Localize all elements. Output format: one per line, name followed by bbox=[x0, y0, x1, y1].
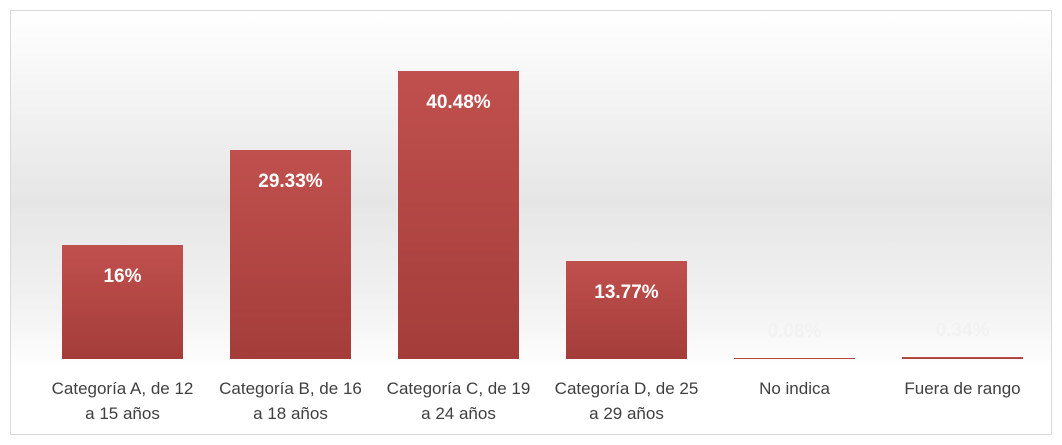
bar bbox=[902, 356, 1023, 359]
value-label: 40.48% bbox=[426, 92, 491, 114]
x-tick-label: Fuera de rango bbox=[904, 379, 1021, 398]
chart-area bbox=[10, 10, 1052, 435]
x-tick-label: Categoría D, de 25 a 29 años bbox=[554, 379, 699, 423]
value-label: 0.08% bbox=[767, 321, 822, 343]
x-tick-label: Categoría C, de 19 a 24 años bbox=[386, 379, 531, 423]
bar bbox=[398, 71, 519, 359]
x-tick-label: Categoría B, de 16 a 18 años bbox=[219, 379, 362, 423]
bar bbox=[734, 358, 855, 360]
value-label: 16% bbox=[103, 266, 142, 288]
x-tick-label: No indica bbox=[759, 379, 830, 398]
bar bbox=[62, 245, 183, 359]
value-label: 13.77% bbox=[594, 282, 659, 304]
x-tick-label: Categoría A, de 12 a 15 años bbox=[51, 379, 194, 423]
value-label: 0.34% bbox=[935, 319, 990, 341]
bar bbox=[230, 150, 351, 359]
bar bbox=[566, 261, 687, 359]
value-label: 29.33% bbox=[258, 171, 323, 193]
